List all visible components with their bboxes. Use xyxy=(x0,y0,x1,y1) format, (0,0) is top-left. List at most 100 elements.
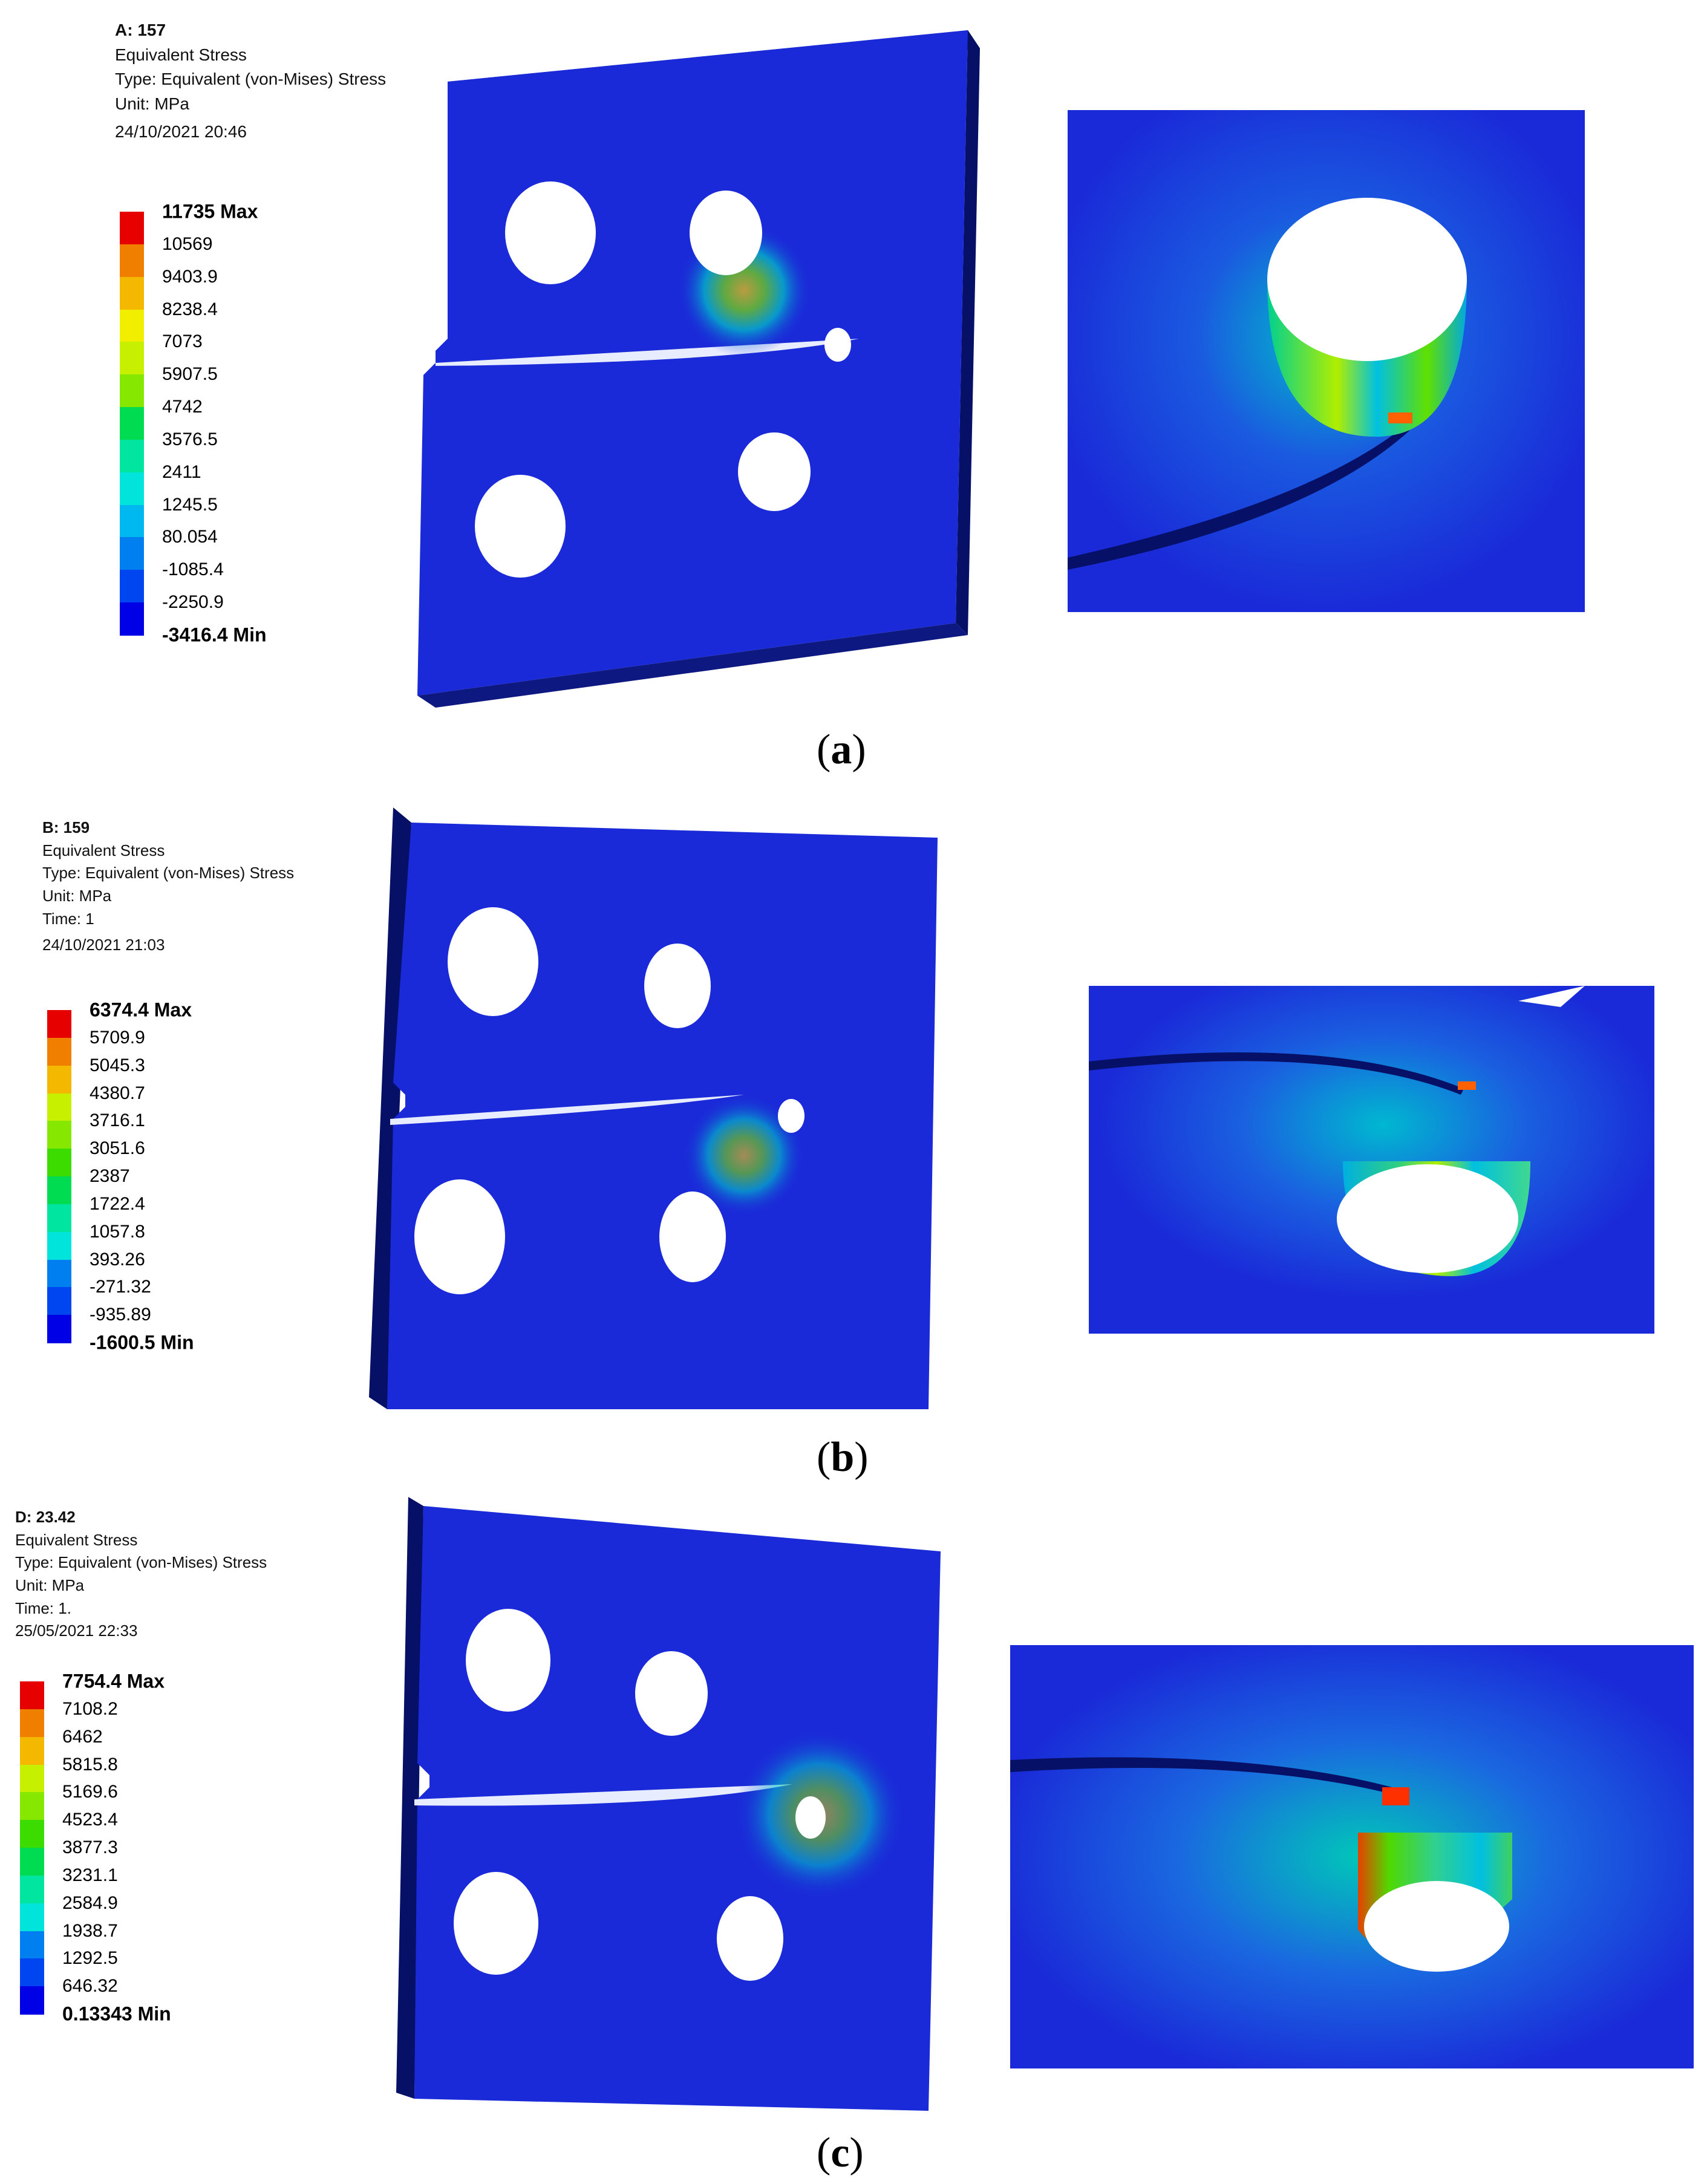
caption-c: (c) xyxy=(817,2130,864,2176)
color-scale-b: 6374.4 Max 5709.9 5045.3 4380.7 3716.1 3051.6… xyxy=(47,999,289,1354)
legend-label: 5907.5 xyxy=(162,364,218,385)
legend-swatch xyxy=(20,1681,44,1710)
legend-label: -1085.4 xyxy=(162,559,224,580)
hole xyxy=(690,191,762,275)
result-title: D: 23.42 xyxy=(15,1508,76,1526)
legend-swatch xyxy=(120,504,144,538)
legend-swatch xyxy=(20,1875,44,1904)
legend-a: A: 157 Equivalent Stress Type: Equivalen… xyxy=(115,18,386,646)
legend-swatch xyxy=(47,1037,71,1066)
hole xyxy=(778,1099,805,1133)
legend-label: 0.13343 Min xyxy=(62,2003,171,2025)
legend-c: D: 23.42 Equivalent Stress Type: Equival… xyxy=(15,1506,267,2025)
hole xyxy=(505,181,596,284)
result-name: Equivalent Stress xyxy=(42,841,165,859)
legend-swatch xyxy=(20,1958,44,1987)
legend-label: 2584.9 xyxy=(62,1892,118,1913)
legend-swatch xyxy=(120,212,144,245)
panel-a: A: 157 Equivalent Stress Type: Equivalen… xyxy=(0,0,1707,773)
legend-header-a: A: 157 Equivalent Stress Type: Equivalen… xyxy=(115,18,386,145)
result-time: Time: 1. xyxy=(15,1599,71,1617)
caption-b: (b) xyxy=(817,1434,869,1481)
legend-label: 1057.8 xyxy=(90,1221,145,1242)
hole xyxy=(659,1191,726,1282)
legend-label: 393.26 xyxy=(90,1249,145,1270)
legend-header-c: D: 23.42 Equivalent Stress Type: Equival… xyxy=(15,1506,267,1643)
legend-swatch xyxy=(20,1931,44,1960)
legend-label: 8238.4 xyxy=(162,299,218,319)
legend-swatch xyxy=(20,1903,44,1932)
result-name: Equivalent Stress xyxy=(15,1530,138,1549)
legend-label: 3576.5 xyxy=(162,429,218,449)
legend-label: 3231.1 xyxy=(62,1865,118,1885)
legend-label: -935.89 xyxy=(90,1305,151,1325)
zoom-view-c xyxy=(1010,1645,1694,2068)
legend-label: 1722.4 xyxy=(90,1193,145,1214)
hole xyxy=(717,1896,783,1981)
legend-label: 80.054 xyxy=(162,527,218,547)
legend-swatch xyxy=(120,309,144,343)
legend-label: 4742 xyxy=(162,397,203,417)
legend-label: 5169.6 xyxy=(62,1782,118,1802)
legend-swatch xyxy=(20,1986,44,2015)
legend-swatch xyxy=(20,1736,44,1765)
legend-swatch xyxy=(47,1149,71,1177)
legend-swatch xyxy=(120,439,144,473)
result-title: B: 159 xyxy=(42,818,90,836)
legend-swatch xyxy=(47,1176,71,1205)
legend-label: 1292.5 xyxy=(62,1948,118,1969)
legend-swatch xyxy=(120,570,144,604)
color-scale-a: 11735 Max 10569 9403.9 8238.4 7073 5907.5 4742… xyxy=(120,201,362,646)
legend-label: 10569 xyxy=(162,233,213,254)
legend-swatch xyxy=(120,342,144,376)
hole xyxy=(635,1651,708,1736)
legend-label: 3716.1 xyxy=(90,1110,145,1131)
legend-swatch xyxy=(20,1792,44,1821)
legend-label: 5045.3 xyxy=(90,1055,145,1075)
legend-swatch xyxy=(47,1259,71,1288)
panel-c: D: 23.42 Equivalent Stress Type: Equival… xyxy=(0,1494,1707,2184)
result-time: Time: 1 xyxy=(42,909,94,928)
result-unit: Unit: MPa xyxy=(15,1576,85,1595)
legend-swatch xyxy=(47,1121,71,1150)
legend-swatch xyxy=(120,602,144,636)
legend-label: -271.32 xyxy=(90,1277,151,1297)
legend-label: 7754.4 Max xyxy=(62,1670,165,1692)
legend-swatch xyxy=(47,1010,71,1038)
legend-label: -2250.9 xyxy=(162,592,224,613)
legend-swatch xyxy=(47,1315,71,1343)
zoom-view-b xyxy=(1089,986,1654,1334)
result-date: 24/10/2021 20:46 xyxy=(115,122,247,142)
hole xyxy=(448,907,538,1016)
result-type: Type: Equivalent (von-Mises) Stress xyxy=(115,70,387,89)
legend-label: 2411 xyxy=(162,461,201,482)
legend-swatch xyxy=(20,1709,44,1738)
legend-swatch xyxy=(120,472,144,506)
legend-swatch xyxy=(47,1204,71,1233)
result-unit: Unit: MPa xyxy=(115,94,189,113)
legend-swatch xyxy=(120,276,144,310)
legend-swatch xyxy=(120,374,144,408)
legend-swatch xyxy=(120,537,144,571)
legend-label: -1600.5 Min xyxy=(90,1331,194,1354)
legend-swatch xyxy=(20,1848,44,1876)
legend-label: 6374.4 Max xyxy=(90,999,192,1021)
legend-label: 4523.4 xyxy=(62,1810,118,1830)
legend-label: -3416.4 Min xyxy=(162,624,267,646)
legend-label: 3877.3 xyxy=(62,1837,118,1857)
hole xyxy=(795,1796,826,1839)
legend-swatch xyxy=(47,1093,71,1122)
legend-b: B: 159 Equivalent Stress Type: Equivalen… xyxy=(42,817,295,1354)
legend-label: 5815.8 xyxy=(62,1754,118,1775)
hole xyxy=(738,432,811,511)
hole xyxy=(644,944,711,1028)
zoom-view-a xyxy=(1068,110,1585,612)
legend-label: 3051.6 xyxy=(90,1138,145,1159)
legend-label: 6462 xyxy=(62,1726,103,1747)
legend-swatch xyxy=(120,244,144,278)
legend-swatch xyxy=(20,1764,44,1793)
legend-label: 1245.5 xyxy=(162,494,218,515)
result-type: Type: Equivalent (von-Mises) Stress xyxy=(42,864,295,882)
plate-model-c xyxy=(396,1497,941,2111)
result-title: A: 157 xyxy=(115,21,166,39)
